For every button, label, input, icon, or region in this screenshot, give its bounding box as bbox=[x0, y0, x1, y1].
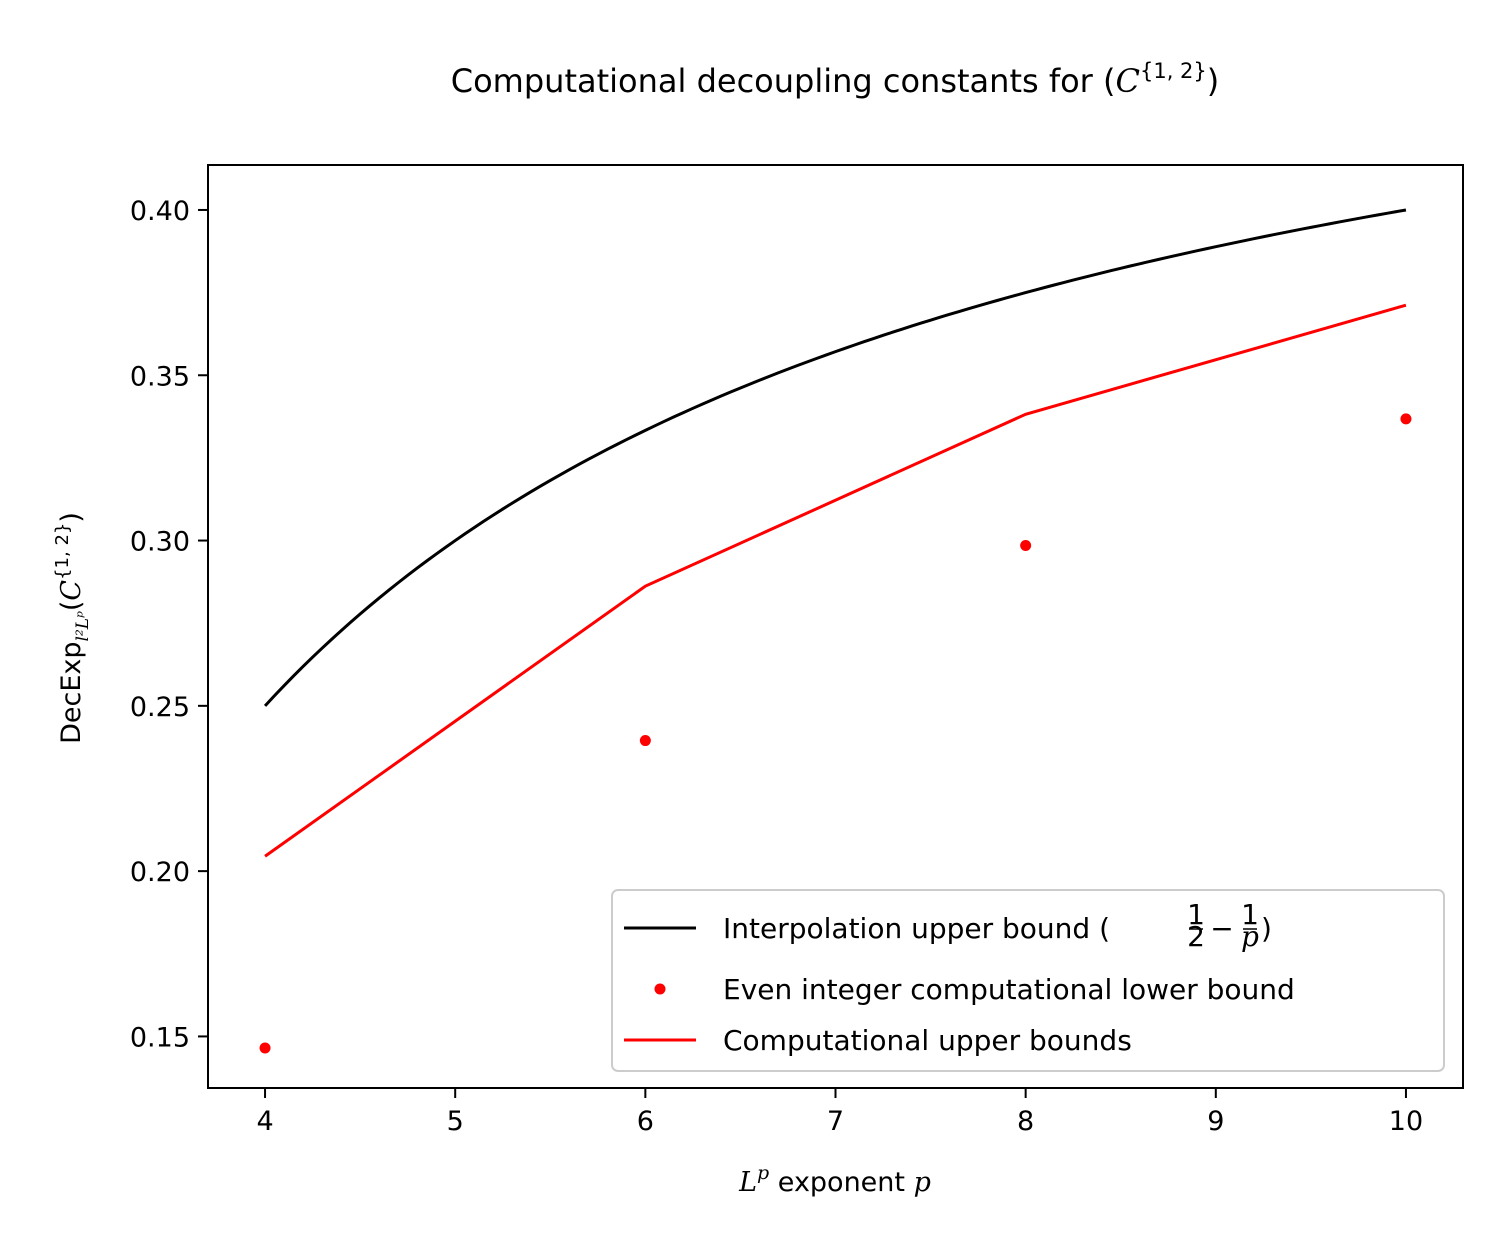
fraction-close-paren: ) bbox=[1261, 912, 1272, 945]
fraction-minus: − bbox=[1210, 912, 1233, 945]
y-tick-label: 0.20 bbox=[130, 857, 190, 888]
y-tick-label: 0.40 bbox=[130, 196, 190, 227]
chart-title: Computational decoupling constants for (… bbox=[451, 59, 1220, 100]
x-tick-label: 5 bbox=[447, 1106, 464, 1137]
x-tick-label: 4 bbox=[256, 1106, 273, 1137]
lower-bound-point bbox=[639, 735, 651, 747]
y-tick-label: 0.15 bbox=[130, 1022, 190, 1053]
y-tick-label: 0.30 bbox=[130, 527, 190, 558]
fraction-1-numerator: 1 bbox=[1187, 898, 1205, 931]
fraction-2-numerator: 1 bbox=[1241, 898, 1259, 931]
lower-bound-point bbox=[1400, 413, 1412, 425]
lower-bound-point bbox=[1020, 540, 1032, 552]
x-axis-ticks: 4 5 6 7 8 9 10 bbox=[256, 1088, 1423, 1137]
fraction-1-denominator: 2 bbox=[1187, 920, 1205, 953]
interpolation-upper-bound-line bbox=[263, 208, 1407, 707]
legend-box bbox=[611, 889, 1445, 1072]
y-axis-label: DecExpl²Lᵖ(C{1, 2}) bbox=[52, 512, 93, 744]
lower-bound-point bbox=[259, 1042, 271, 1054]
x-tick-label: 6 bbox=[637, 1106, 654, 1137]
legend-label-lower-bound: Even integer computational lower bound bbox=[723, 973, 1295, 1006]
y-tick-label: 0.25 bbox=[130, 692, 190, 723]
y-axis-ticks: 0.15 0.20 0.25 0.30 0.35 0.40 bbox=[130, 196, 208, 1053]
computational-upper-bounds-line bbox=[264, 303, 1407, 858]
x-axis-label: Lp exponent p bbox=[738, 1162, 931, 1198]
legend-fraction-math: 1 2 − 1 p ) bbox=[1187, 898, 1272, 953]
legend-label-upper-bounds: Computational upper bounds bbox=[723, 1024, 1132, 1057]
x-tick-label: 9 bbox=[1207, 1106, 1224, 1137]
y-tick-label: 0.35 bbox=[130, 361, 190, 392]
legend: Interpolation upper bound ( 1 2 − 1 p ) … bbox=[611, 889, 1445, 1072]
title-superscript: {1, 2} bbox=[1140, 59, 1207, 83]
legend-swatch-lower-bound bbox=[654, 983, 666, 995]
legend-label-interpolation: Interpolation upper bound ( bbox=[723, 912, 1110, 945]
x-tick-label: 7 bbox=[827, 1106, 844, 1137]
lower-bound-points bbox=[259, 413, 1412, 1054]
x-tick-label: 8 bbox=[1017, 1106, 1034, 1137]
fraction-2-denominator: p bbox=[1241, 920, 1259, 953]
x-tick-label: 10 bbox=[1389, 1106, 1423, 1137]
